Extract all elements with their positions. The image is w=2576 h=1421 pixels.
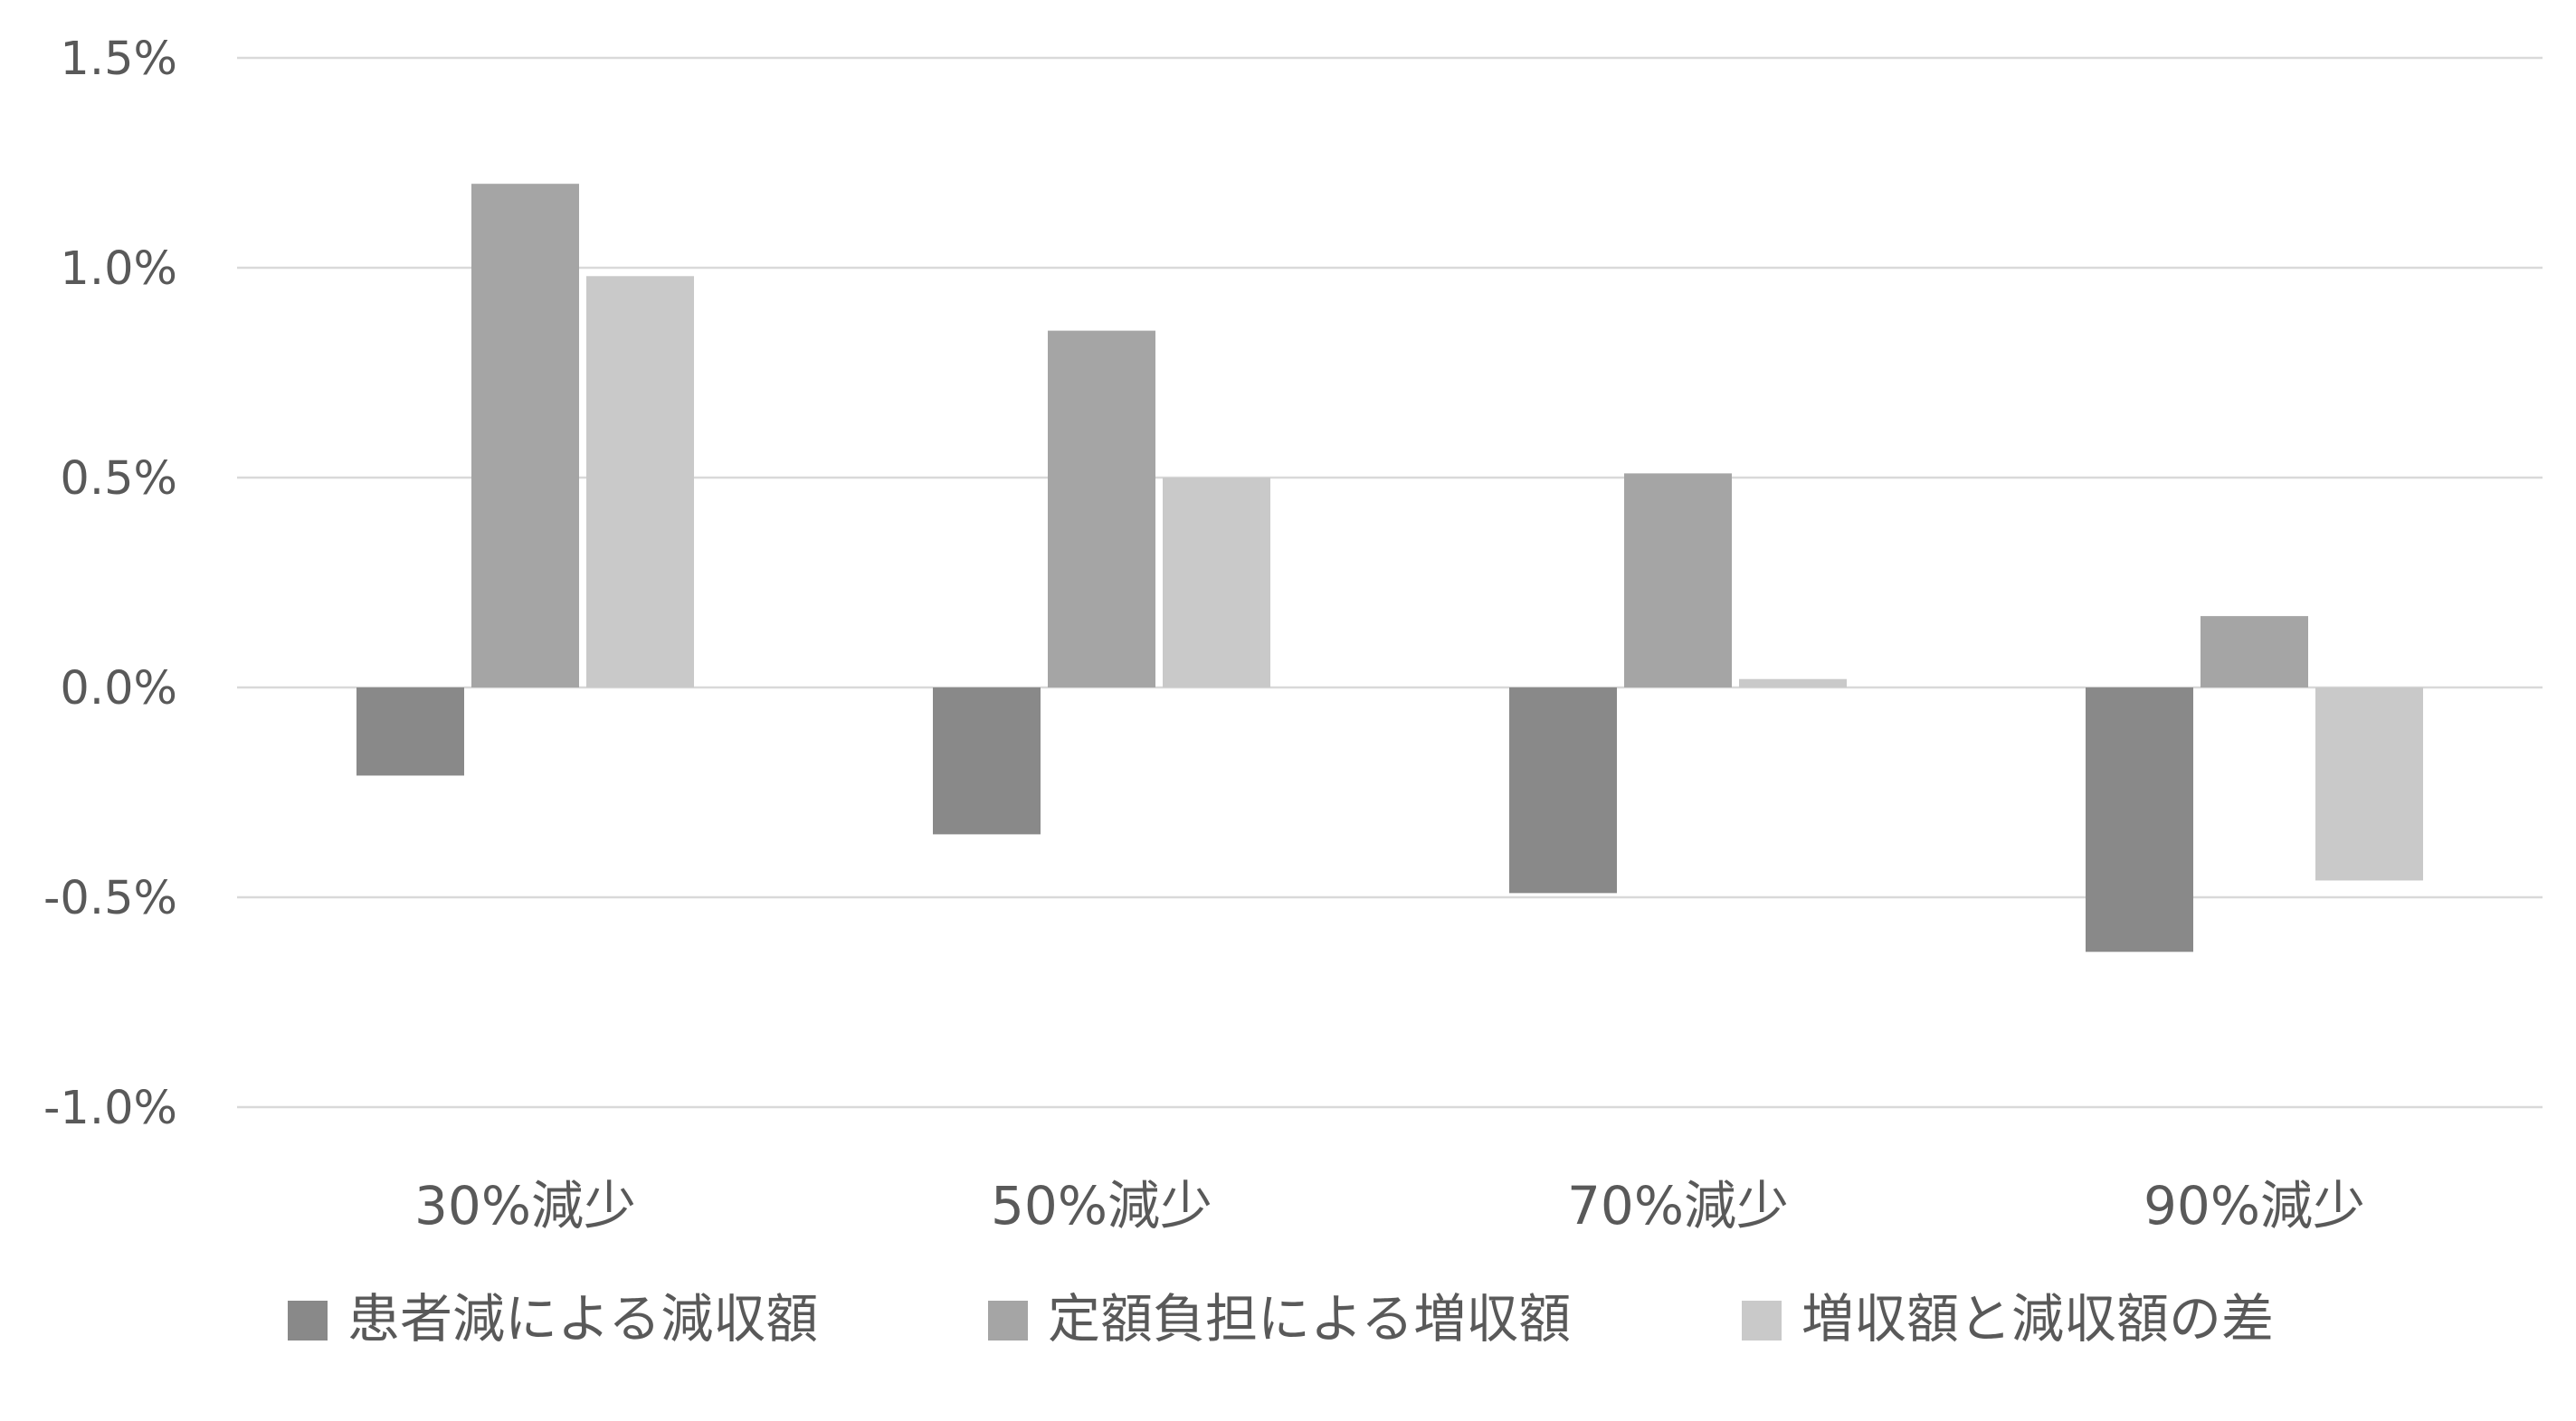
legend-item: 増収額と減収額の差 <box>1742 1288 2274 1350</box>
bar <box>933 687 1041 835</box>
legend-item: 患者減による減収額 <box>288 1288 818 1350</box>
y-tick-label: 1.0% <box>60 242 177 296</box>
bar <box>586 276 694 687</box>
legend-item: 定額負担による増収額 <box>988 1288 1571 1350</box>
x-axis-category-labels: 30%減少 50%減少 70%減少 90%減少 <box>414 1175 2365 1236</box>
legend-label: 増収額と減収額の差 <box>1801 1288 2274 1350</box>
bar <box>1048 330 1155 687</box>
legend-label: 患者減による減収額 <box>347 1288 818 1350</box>
bar <box>1509 687 1617 894</box>
bar <box>1163 478 1270 687</box>
gridlines <box>237 56 2543 1109</box>
bar <box>2201 616 2308 687</box>
bar <box>1624 473 1732 687</box>
y-tick-label: -1.0% <box>43 1082 177 1135</box>
x-category-label: 30%減少 <box>414 1175 636 1236</box>
y-tick-label: 1.5% <box>60 33 177 86</box>
y-axis-tick-labels: 1.5% 1.0% 0.5% 0.0% -0.5% -1.0% <box>43 33 177 1135</box>
bar <box>471 184 579 687</box>
legend: 患者減による減収額 定額負担による増収額 増収額と減収額の差 <box>288 1288 2274 1350</box>
bars <box>356 184 2423 952</box>
legend-swatch <box>288 1301 328 1340</box>
x-category-label: 70%減少 <box>1567 1175 1789 1236</box>
y-tick-label: 0.5% <box>60 452 177 506</box>
x-category-label: 90%減少 <box>2143 1175 2365 1236</box>
x-category-label: 50%減少 <box>991 1175 1212 1236</box>
y-tick-label: 0.0% <box>60 662 177 715</box>
legend-label: 定額負担による増収額 <box>1048 1288 1571 1350</box>
bar <box>2315 687 2423 881</box>
bar <box>2086 687 2193 952</box>
legend-swatch <box>1742 1301 1782 1340</box>
bar <box>356 687 464 776</box>
bar <box>1739 678 1847 687</box>
legend-swatch <box>988 1301 1028 1340</box>
y-tick-label: -0.5% <box>43 872 177 925</box>
